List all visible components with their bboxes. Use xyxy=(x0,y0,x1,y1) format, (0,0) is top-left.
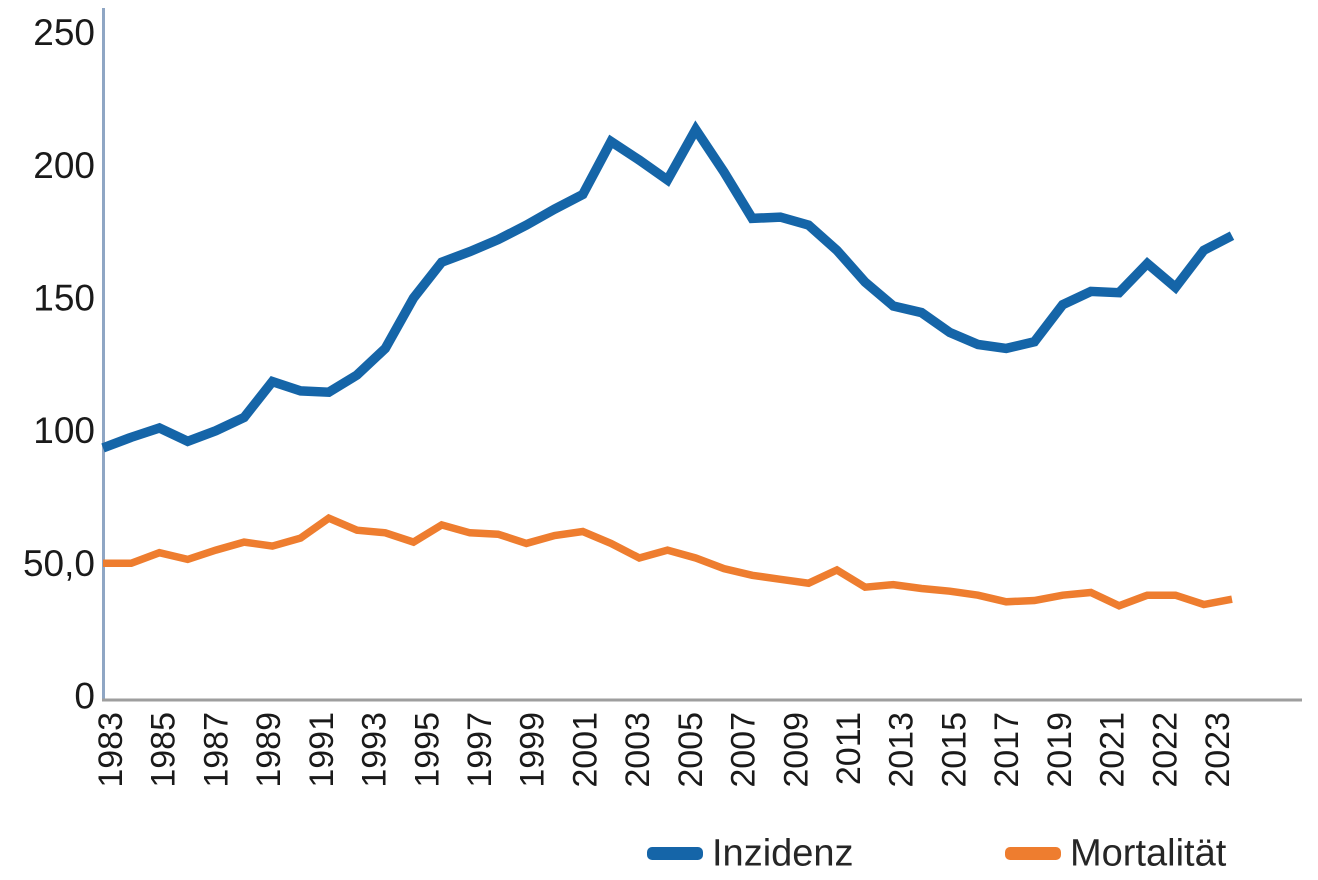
y-tick-label: 250 xyxy=(33,12,95,53)
x-tick-label: 2015 xyxy=(935,712,973,788)
x-tick-label: 2011 xyxy=(830,712,868,785)
x-tick-label-group: 1995 xyxy=(408,712,446,788)
x-tick-label: 2023 xyxy=(1199,712,1237,788)
x-tick-label: 2005 xyxy=(672,712,710,788)
x-tick-label: 1983 xyxy=(92,712,130,788)
x-tick-label: 2019 xyxy=(1041,712,1079,788)
x-tick-label-group: 1989 xyxy=(250,712,288,788)
x-tick-label-group: 2023 xyxy=(1199,712,1237,788)
x-tick-label-group: 1985 xyxy=(145,712,183,788)
x-tick-label: 2022 xyxy=(1146,712,1184,788)
x-tick-label: 2003 xyxy=(619,712,657,788)
y-tick-label: 50,0 xyxy=(23,543,95,584)
x-tick-label: 2021 xyxy=(1094,712,1132,788)
x-tick-label-group: 2019 xyxy=(1041,712,1079,788)
y-tick-label: 0 xyxy=(74,676,95,717)
x-tick-label: 1989 xyxy=(250,712,288,788)
x-tick-label-group: 1987 xyxy=(197,712,235,788)
x-tick-label-group: 2003 xyxy=(619,712,657,788)
x-tick-label-group: 2015 xyxy=(935,712,973,788)
mortalitaet-legend-swatch xyxy=(1005,847,1061,860)
mortalitaet-legend-label: Mortalität xyxy=(1070,833,1227,875)
x-tick-label: 1993 xyxy=(356,712,394,788)
x-tick-label-group: 2021 xyxy=(1094,712,1132,788)
mortalitaet-line xyxy=(103,513,1233,610)
x-tick-label-group: 2001 xyxy=(566,712,604,788)
x-tick-label-group: 2007 xyxy=(725,712,763,788)
x-tick-label-group: 1993 xyxy=(356,712,394,788)
x-tick-label: 2013 xyxy=(883,712,921,788)
x-tick-label: 1987 xyxy=(197,712,235,788)
x-tick-label: 1999 xyxy=(514,712,552,788)
x-tick-label-group: 1983 xyxy=(92,712,130,788)
inzidenz-legend-label: Inzidenz xyxy=(712,833,854,875)
x-tick-label: 1985 xyxy=(145,712,183,788)
x-tick-label: 1995 xyxy=(408,712,446,788)
y-tick-label: 100 xyxy=(33,410,95,451)
x-tick-label-group: 2022 xyxy=(1146,712,1184,788)
inzidenz-line xyxy=(101,120,1235,453)
y-tick-label: 150 xyxy=(33,278,95,319)
x-tick-label-group: 2009 xyxy=(777,712,815,788)
x-tick-label-group: 2013 xyxy=(883,712,921,788)
x-tick-label: 2009 xyxy=(777,712,815,788)
x-tick-label: 2007 xyxy=(725,712,763,788)
x-tick-label-group: 1999 xyxy=(514,712,552,788)
x-tick-label: 1991 xyxy=(303,712,341,788)
y-tick-label: 200 xyxy=(33,145,95,186)
x-tick-label: 2001 xyxy=(566,712,604,788)
inzidenz-legend-swatch xyxy=(647,847,703,860)
x-tick-label-group: 1991 xyxy=(303,712,341,788)
x-tick-label: 1997 xyxy=(461,712,499,788)
x-tick-label-group: 2005 xyxy=(672,712,710,788)
x-tick-label-group: 2011 xyxy=(830,712,868,785)
x-tick-label: 2017 xyxy=(988,712,1026,788)
x-tick-label-group: 1997 xyxy=(461,712,499,788)
x-tick-label-group: 2017 xyxy=(988,712,1026,788)
